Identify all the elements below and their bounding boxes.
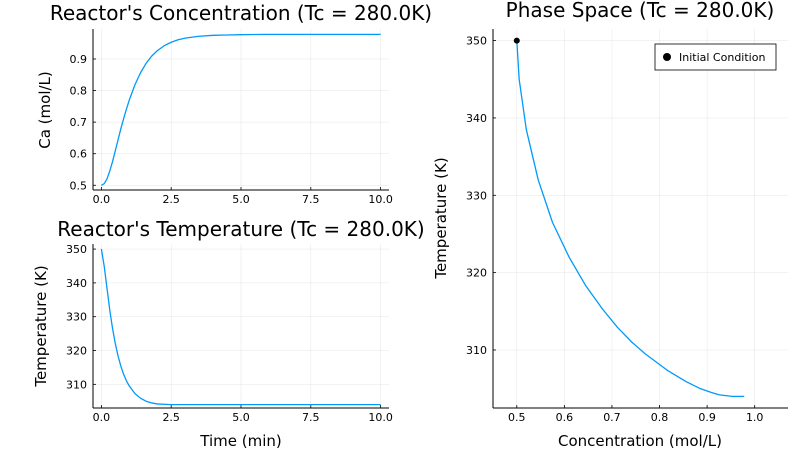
phase-axes: [492, 29, 788, 409]
temperature-xlabel: Time (min): [199, 432, 281, 450]
concentration-grid: [93, 29, 389, 190]
concentration-ytick-label-4: 0.9: [70, 53, 88, 66]
concentration-ytick-label-3: 0.8: [70, 85, 88, 98]
temperature-xtick-label-2: 5.0: [232, 411, 250, 424]
temperature-xtick-label-4: 10.0: [368, 411, 393, 424]
concentration-xtick-label-0: 0.0: [93, 193, 111, 206]
phase-series-line-0: [516, 40, 745, 398]
concentration-title: Reactor's Concentration (Tc = 280.0K): [50, 1, 432, 25]
concentration-ylabel: Ca (mol/L): [36, 71, 54, 149]
phase-ticks: 0.5 0.6 0.7 0.8 0.9 1.0 310 320 330 340 350: [466, 35, 763, 424]
phase-xtick-label-5: 1.0: [746, 411, 764, 424]
concentration-xtick-label-2: 5.0: [232, 193, 250, 206]
temperature-xtick-label-3: 7.5: [302, 411, 320, 424]
phase-ytick-label-4: 350: [466, 35, 487, 48]
phase-point-initial-condition: [513, 37, 520, 44]
temperature-ylabel: Temperature (K): [32, 265, 50, 387]
phase-plot: [513, 37, 745, 398]
temperature-ytick-label-1: 320: [66, 345, 87, 358]
phase-ytick-label-0: 310: [466, 344, 487, 357]
concentration-xtick-label-1: 2.5: [162, 193, 180, 206]
temperature-ytick-label-0: 310: [66, 378, 87, 391]
phase-xtick-label-4: 0.9: [698, 411, 716, 424]
temperature-ytick-label-2: 330: [66, 311, 87, 324]
temperature-grid: [93, 244, 389, 408]
legend-box: [654, 43, 777, 71]
phase-legend: Initial Condition: [654, 43, 777, 71]
temperature-plot: [100, 248, 381, 406]
phase-ylabel: Temperature (K): [432, 157, 450, 279]
phase-xlabel: Concentration (mol/L): [558, 432, 722, 450]
legend-marker: [663, 53, 671, 61]
phase-ytick-label-2: 330: [466, 189, 487, 202]
concentration-ytick-label-1: 0.6: [70, 148, 88, 161]
temperature-ticks: 0.0 2.5 5.0 7.5 10.0 310 320 330 340 350: [66, 243, 393, 424]
concentration-ytick-label-0: 0.5: [70, 179, 88, 192]
phase-xtick-label-0: 0.5: [508, 411, 526, 424]
concentration-series-line-0: [101, 33, 381, 186]
concentration-xtick-label-4: 10.0: [368, 193, 393, 206]
temperature-ytick-label-3: 340: [66, 277, 87, 290]
phase-xtick-label-3: 0.8: [651, 411, 669, 424]
concentration-panel: Reactor's Concentration (Tc = 280.0K) Ca…: [36, 1, 432, 206]
phase-ytick-label-3: 340: [466, 112, 487, 125]
concentration-ticks: 0.0 2.5 5.0 7.5 10.0 0.5 0.6 0.7 0.8 0.9: [70, 53, 393, 206]
concentration-xtick-label-3: 7.5: [302, 193, 320, 206]
phase-xtick-label-2: 0.7: [603, 411, 621, 424]
temperature-ytick-label-4: 350: [66, 243, 87, 256]
phase-xtick-label-1: 0.6: [556, 411, 574, 424]
temperature-title: Reactor's Temperature (Tc = 280.0K): [57, 217, 424, 241]
concentration-ytick-label-2: 0.7: [70, 116, 88, 129]
phase-title: Phase Space (Tc = 280.0K): [506, 0, 775, 22]
concentration-plot: [101, 33, 381, 186]
temperature-series-line-0: [100, 248, 381, 406]
phase-ytick-label-1: 320: [466, 267, 487, 280]
phase-panel: Phase Space (Tc = 280.0K) Concentration …: [432, 0, 788, 450]
phase-grid: [493, 29, 788, 408]
temperature-xtick-label-1: 2.5: [162, 411, 180, 424]
legend-label: Initial Condition: [679, 51, 765, 64]
temperature-panel: Reactor's Temperature (Tc = 280.0K) Time…: [32, 217, 425, 450]
temperature-xtick-label-0: 0.0: [93, 411, 111, 424]
